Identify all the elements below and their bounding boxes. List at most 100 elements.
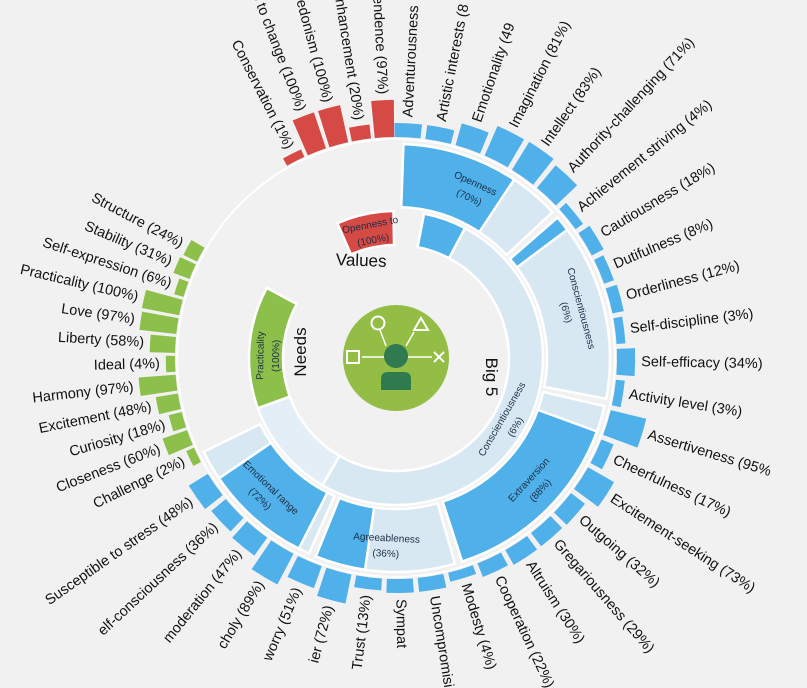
link-line-icon [379, 329, 387, 347]
big5-facet-bar-24 [317, 567, 352, 604]
big5-facet-label-6: Achievement striving (4%) [574, 97, 715, 215]
big5-facet-bar-13 [603, 410, 647, 448]
trait-label-agreeableness: Agreeableness(36%) [352, 531, 420, 561]
big5-facet-label-12: Activity level (3%) [628, 387, 744, 421]
body-icon [381, 372, 411, 390]
center-personality-icon [343, 305, 449, 411]
rings-layer: Openness to(100%)Practicality (100%)Consc… [176, 138, 616, 578]
big5-facet-bar-18 [505, 535, 538, 565]
big5-facet-bar-3 [484, 125, 525, 168]
big5-facet-label-15: Excitement-seeking (73%) [607, 491, 758, 597]
big5-facet-label-28: elf-consciousness (36%) [95, 520, 221, 639]
needs-facet-bar-0 [186, 447, 201, 466]
big5-facet-label-5: Authority-challenging (71%) [565, 35, 698, 176]
big5-facet-label-23: Trust (13%) [350, 594, 375, 671]
big5-facet-bar-6 [559, 202, 584, 230]
big5-facet-label-0: Adventurousness [400, 5, 422, 118]
big5-facet-bar-20 [448, 565, 477, 582]
needs-facet-bar-5 [165, 355, 176, 373]
big5-facet-bar-21 [417, 573, 447, 592]
needs-facet-bar-9 [174, 278, 189, 297]
big5-facet-bar-14 [590, 439, 614, 470]
big5-category-label: Big 5 [482, 358, 501, 397]
needs-facet-bar-3 [155, 393, 181, 415]
needs-facet-bar-10 [173, 257, 196, 280]
needs-category-label: Needs [291, 327, 310, 376]
values-facet-bar-3 [349, 124, 372, 142]
needs-facet-bar-2 [168, 411, 187, 432]
big5-facet-bar-16 [554, 492, 585, 525]
big5-facet-bar-23 [354, 575, 382, 591]
needs-facet-bar-4 [138, 374, 178, 396]
needs-facet-bar-11 [183, 240, 205, 262]
big5-facet-label-1: Artistic interests (8 [434, 3, 472, 123]
values-category-label: Values [336, 250, 387, 271]
values-facet-label-4: scendence (97%) [368, 0, 390, 95]
big5-facet-label-10: Self-discipline (3%) [629, 306, 754, 337]
big5-facet-bar-17 [530, 516, 563, 547]
cross-shape-icon [433, 351, 445, 363]
big5-facet-label-26: choly (89%) [215, 578, 268, 652]
outer-ring-divider [176, 138, 616, 578]
values-facet-bar-4 [371, 99, 395, 139]
needs-facet-bar-8 [141, 289, 183, 316]
big5-facet-bar-8 [594, 255, 614, 284]
big5-facet-label-11: Self-efficacy (34%) [641, 354, 763, 372]
needs-facet-bar-7 [139, 311, 179, 334]
big5-facet-bar-19 [477, 552, 508, 577]
big5-facet-bar-25 [287, 556, 322, 589]
big5-facet-label-20: Modesty (4%) [458, 582, 499, 672]
needs-facet-label-4: Harmony (97%) [32, 379, 135, 406]
values-facet-bar-2 [318, 105, 349, 148]
trait-arc-openness [399, 142, 516, 234]
big5-facet-bar-9 [605, 284, 624, 314]
needs-facet-bar-6 [149, 334, 177, 353]
big5-facet-label-17: Gregariousness (29%) [550, 537, 657, 657]
trait-arc-agreeableness [314, 496, 376, 572]
big5-facet-bar-27 [232, 521, 268, 556]
needs-category-arc [247, 286, 299, 410]
link-line-icon [405, 331, 415, 347]
big5-facet-label-29: Susceptible to stress (48%) [42, 494, 196, 608]
head-icon [384, 344, 408, 368]
big5-facet-bar-12 [611, 379, 625, 408]
circle-shape-icon [370, 315, 386, 331]
big5-facet-bar-11 [616, 348, 636, 377]
big5-facet-bar-0 [394, 123, 423, 139]
triangle-shape-icon [412, 316, 430, 331]
big5-category-arc [320, 226, 545, 507]
values-facet-bar-0 [283, 149, 305, 166]
trait-arc-emotional-range [217, 441, 330, 551]
needs-facet-label-7: Love (97%) [60, 301, 136, 328]
needs-facet-label-5: Ideal (4%) [94, 356, 160, 374]
big5-tail-arc [256, 395, 342, 488]
big5-facet-bar-5 [536, 165, 578, 206]
trait-arc-extraversion [441, 408, 599, 564]
big5-facet-bar-28 [211, 498, 244, 532]
values-facet-bar-1 [292, 112, 326, 156]
trait-arc-bg-conscientiousness [508, 215, 612, 401]
needs-facet-bar-1 [162, 430, 193, 456]
big5-facet-bar-1 [425, 125, 455, 144]
values-category-arc [335, 209, 396, 257]
big5-facet-label-2: Emotionality (49 [470, 21, 519, 125]
big5-facet-bar-22 [386, 578, 414, 593]
big5-facet-bar-15 [573, 467, 615, 507]
trait-arc-conscientiousness [508, 215, 570, 270]
big5-facet-label-22: Sympat [392, 599, 409, 648]
big5-facet-bar-4 [511, 141, 554, 185]
big5-facet-bar-2 [455, 123, 489, 154]
big5-facet-label-25: worry (51%) [260, 585, 306, 664]
big5-facet-bar-26 [251, 540, 294, 585]
big5-facet-label-21: Uncompromisin [426, 595, 458, 688]
big5-facet-bar-29 [188, 473, 223, 510]
values-facet-label-3: Self-enhancement (20%) [325, 0, 366, 121]
big5-facet-label-13: Assertiveness (95% [646, 427, 773, 480]
square-shape-icon [346, 350, 360, 364]
big5-facet-bar-10 [613, 316, 626, 344]
needs-category-text: Practicality (100%) [255, 331, 282, 380]
needs-facet-label-6: Liberty (58%) [57, 330, 144, 351]
facet-bars-layer [138, 99, 647, 604]
big5-facet-label-24: ier (72%) [306, 604, 337, 665]
